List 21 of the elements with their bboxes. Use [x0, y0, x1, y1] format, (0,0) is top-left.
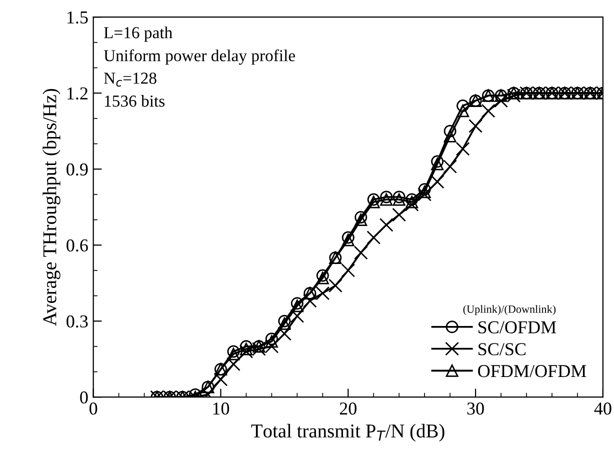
- annotation: L=16 path: [104, 26, 172, 42]
- legend-label: SC/OFDM: [478, 321, 556, 334]
- annotation: 1536 bits: [104, 95, 164, 107]
- annotation: N$_{c}$=128: [104, 72, 156, 87]
- x-tick-label: 0: [90, 402, 98, 415]
- y-tick-label: 1.5: [67, 11, 88, 24]
- y-tick-label: 0.6: [66, 239, 88, 252]
- y-tick-label: 0: [80, 391, 88, 404]
- legend-title: (Uplink)/(Downlink): [463, 305, 556, 316]
- x-tick-label: 20: [340, 402, 356, 415]
- x-axis-title: Total transmit P$_{T}$/N (dB): [251, 424, 444, 442]
- x-tick-label: 40: [594, 402, 612, 415]
- y-tick-label: 1.2: [67, 87, 88, 100]
- x-tick-label: 30: [467, 402, 484, 415]
- y-axis-title: Average THroughput (bps/Hz): [42, 88, 60, 326]
- legend-label: SC/SC: [478, 343, 526, 356]
- x-tick-label: 10: [213, 402, 230, 415]
- legend-label: OFDM/OFDM: [478, 365, 586, 378]
- y-tick-label: 0.3: [66, 315, 88, 328]
- annotation: Uniform power delay profile: [104, 49, 296, 65]
- y-tick-label: 0.9: [66, 163, 88, 176]
